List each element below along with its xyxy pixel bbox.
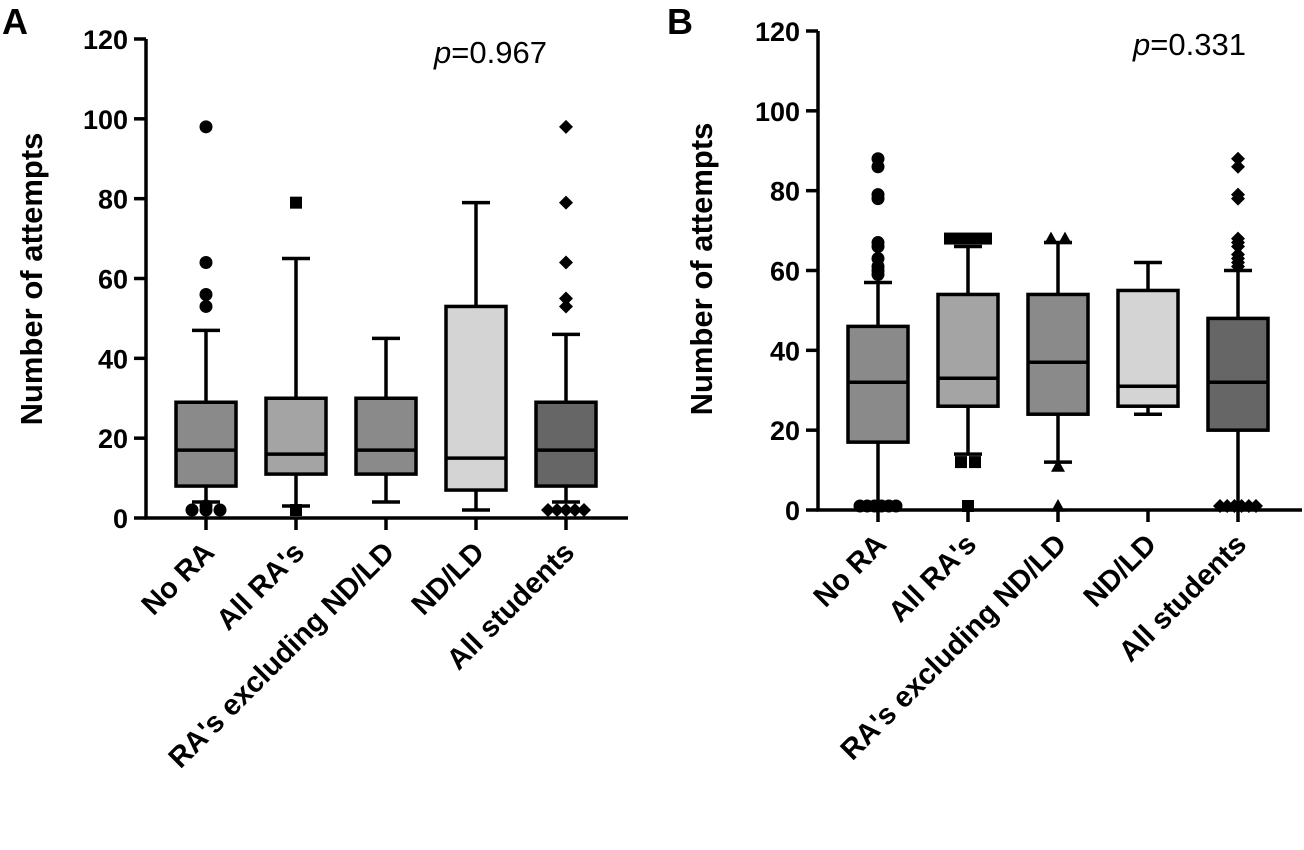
panel-b-outlier-point <box>1213 499 1227 514</box>
panel-b-box <box>1026 292 1090 416</box>
panel-a-letter: A <box>2 1 28 42</box>
panel-a-outlier-point <box>199 256 213 270</box>
panel-b-outlier-point <box>944 232 956 245</box>
panel-b-outlier-point <box>1231 159 1245 174</box>
panel-b-outlier-point <box>871 267 885 281</box>
panel-b-outlier-point <box>962 500 974 513</box>
panel-a-outlier-point <box>199 299 213 313</box>
panel-b-outlier-point <box>1231 259 1245 274</box>
panel-a-outlier-point <box>213 503 227 517</box>
panel-b-outlier-point <box>1241 499 1256 514</box>
panel-a-outlier-point <box>559 195 573 210</box>
panel-a-y-tick-label: 0 <box>113 504 128 534</box>
panel-a-y-axis-label: Number of attempts <box>14 133 49 426</box>
panel-a-p-value: p=0.967 <box>433 35 547 70</box>
panel-a-outlier-point <box>559 255 573 270</box>
panel-b-outlier-point <box>1058 231 1072 245</box>
panel-a-outlier-point <box>199 499 213 513</box>
panel-b-outlier-point <box>968 232 980 245</box>
panel-b-outlier-point <box>1044 231 1058 245</box>
panel-a-outlier-point <box>559 291 573 306</box>
panel-a-outlier-point <box>199 120 213 134</box>
panel-b-outlier-point <box>871 192 885 206</box>
panel-b-outlier-point <box>1220 499 1235 514</box>
panel-a-y-tick-label: 40 <box>98 344 128 374</box>
panel-a-outlier-point <box>541 503 555 518</box>
panel-b-y-tick-label: 100 <box>755 97 800 127</box>
panel-b-outlier-point <box>1234 499 1249 514</box>
panel-a-outlier-point <box>559 503 573 518</box>
panel-b-outlier-point <box>871 240 885 254</box>
panel-b-outlier-point <box>1231 239 1245 254</box>
panel-a-box <box>174 400 238 488</box>
panel-a-y-tick-label: 80 <box>98 185 128 215</box>
panel-b-outlier-point <box>889 499 903 513</box>
panel-b-outlier-point <box>955 456 967 469</box>
panel-a-outlier-point <box>559 299 573 314</box>
panel-b-box <box>846 324 910 444</box>
panel-b-outlier-point <box>1231 151 1245 166</box>
panel-a-outlier-point <box>290 196 302 209</box>
panel-a-outlier-point <box>559 119 573 134</box>
panel-b-box <box>1206 316 1270 432</box>
panel-b-y-tick-label: 80 <box>770 177 800 207</box>
panel-b-outlier-point <box>871 160 885 174</box>
panel-b-y-tick-label: 20 <box>770 416 800 446</box>
panel-a-box <box>264 396 328 476</box>
panel-b-y-tick-label: 0 <box>785 496 800 526</box>
panel-b-outlier-point <box>969 456 981 469</box>
panel-b-outlier-point <box>1249 499 1263 514</box>
panel-b-box <box>936 292 1000 408</box>
panel-a-box <box>354 396 418 476</box>
panel-b-outlier-point <box>956 232 968 245</box>
panel-b-p-value: p=0.331 <box>1132 27 1246 62</box>
panel-a-outlier-point <box>185 503 199 517</box>
panel-a-y-tick-label: 60 <box>98 265 128 295</box>
panel-a-outlier-point <box>577 503 591 518</box>
panel-a-outlier-point <box>290 504 302 517</box>
panel-b-y-tick-label: 40 <box>770 336 800 366</box>
panel-a-box <box>444 304 508 492</box>
panel-a-y-tick-label: 20 <box>98 424 128 454</box>
panel-b-outlier-point <box>1227 499 1242 514</box>
panel-b-letter: B <box>667 1 693 42</box>
panel-b-y-tick-label: 120 <box>755 17 800 47</box>
panel-b-outlier-point <box>1051 459 1065 472</box>
panel-a-outlier-point <box>568 503 582 518</box>
panel-b-outlier-point <box>1051 499 1065 512</box>
panel-a-y-tick-label: 100 <box>83 105 128 135</box>
panel-b-y-tick-label: 60 <box>770 257 800 287</box>
panel-a-outlier-point <box>550 503 564 518</box>
panel-a-y-tick-label: 120 <box>83 25 128 55</box>
panel-b-y-axis-label: Number of attempts <box>684 123 719 416</box>
panel-b-box <box>1116 288 1180 408</box>
panel-b-outlier-point <box>1231 191 1245 206</box>
panel-a-outlier-point <box>199 287 213 301</box>
panel-a-box <box>534 400 598 488</box>
panel-b-outlier-point <box>980 232 992 245</box>
